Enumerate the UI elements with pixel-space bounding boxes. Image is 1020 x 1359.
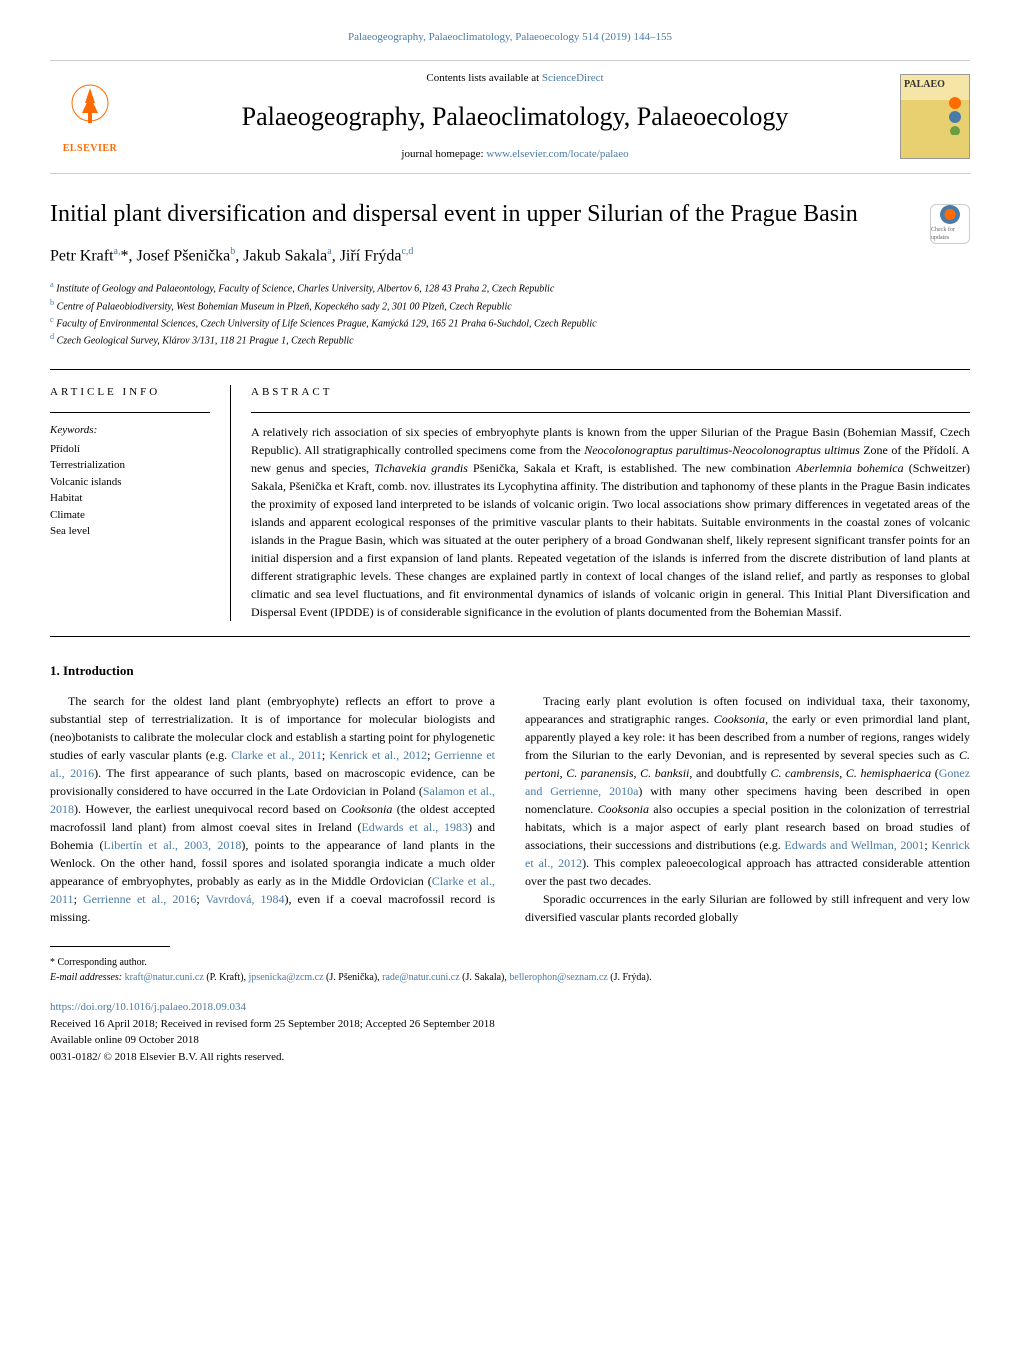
- check-updates-badge[interactable]: Check for updates: [930, 204, 970, 244]
- received-line: Received 16 April 2018; Received in revi…: [50, 1016, 970, 1033]
- palaeo-globes-icon: [945, 95, 965, 135]
- doi-link: https://doi.org/10.1016/j.palaeo.2018.09…: [50, 1000, 970, 1015]
- title-row: Initial plant diversification and disper…: [50, 199, 970, 245]
- keyword: Přídolí: [50, 441, 210, 458]
- body-section: 1. Introduction The search for the oldes…: [50, 662, 970, 926]
- elsevier-label: ELSEVIER: [63, 142, 118, 156]
- check-updates-icon: [940, 205, 960, 224]
- body-para: Tracing early plant evolution is often f…: [525, 692, 970, 890]
- footer-text: * Corresponding author. E-mail addresses…: [50, 955, 970, 985]
- header-center: Contents lists available at ScienceDirec…: [130, 71, 900, 162]
- email-link[interactable]: bellerophon@seznam.cz: [509, 972, 607, 983]
- keyword: Climate: [50, 507, 210, 524]
- homepage-prefix: journal homepage:: [401, 148, 486, 160]
- abstract-text: A relatively rich association of six spe…: [251, 423, 970, 621]
- palaeo-cover-icon: PALAEO: [900, 74, 970, 159]
- homepage-line: journal homepage: www.elsevier.com/locat…: [130, 147, 900, 162]
- affiliations: a Institute of Geology and Palaeontology…: [50, 279, 970, 348]
- body-para: Sporadic occurrences in the early Siluri…: [525, 890, 970, 926]
- abstract-heading: ABSTRACT: [251, 385, 970, 400]
- keyword: Habitat: [50, 490, 210, 507]
- email-link[interactable]: rade@natur.cuni.cz: [382, 972, 460, 983]
- email-link[interactable]: kraft@natur.cuni.cz: [125, 972, 204, 983]
- email-link[interactable]: jpsenicka@zcm.cz: [249, 972, 324, 983]
- keyword: Terrestrialization: [50, 457, 210, 474]
- body-columns: The search for the oldest land plant (em…: [50, 692, 970, 926]
- contents-line: Contents lists available at ScienceDirec…: [130, 71, 900, 86]
- check-updates-label: Check for updates: [931, 226, 969, 243]
- homepage-link[interactable]: www.elsevier.com/locate/palaeo: [486, 148, 628, 160]
- email-name: (J. Pšenička),: [324, 972, 383, 983]
- doi-anchor[interactable]: https://doi.org/10.1016/j.palaeo.2018.09…: [50, 1001, 246, 1013]
- elsevier-logo: ELSEVIER: [50, 78, 130, 156]
- journal-reference: Palaeogeography, Palaeoclimatology, Pala…: [50, 30, 970, 45]
- email-label: E-mail addresses:: [50, 972, 125, 983]
- header-bar: ELSEVIER Contents lists available at Sci…: [50, 60, 970, 173]
- email-name: (J. Sakala),: [460, 972, 510, 983]
- email-line: E-mail addresses: kraft@natur.cuni.cz (P…: [50, 970, 970, 985]
- affiliation-d: d Czech Geological Survey, Klárov 3/131,…: [50, 331, 970, 348]
- keywords-label: Keywords:: [50, 423, 210, 438]
- section-title: Introduction: [63, 663, 134, 678]
- article-info: ARTICLE INFO Keywords: Přídolí Terrestri…: [50, 385, 230, 621]
- section-heading: 1. Introduction: [50, 662, 970, 680]
- affiliation-a: a Institute of Geology and Palaeontology…: [50, 279, 970, 296]
- keyword: Volcanic islands: [50, 474, 210, 491]
- sciencedirect-link[interactable]: ScienceDirect: [542, 72, 604, 84]
- contents-prefix: Contents lists available at: [426, 72, 541, 84]
- corresponding-author: * Corresponding author.: [50, 955, 970, 970]
- elsevier-tree-icon: [60, 78, 120, 138]
- section-number: 1.: [50, 663, 60, 678]
- footer-separator: [50, 946, 170, 947]
- article-title: Initial plant diversification and disper…: [50, 199, 858, 230]
- affiliation-b: b Centre of Palaeobiodiversity, West Boh…: [50, 297, 970, 314]
- journal-ref-link[interactable]: Palaeogeography, Palaeoclimatology, Pala…: [348, 31, 672, 43]
- publication-info: Received 16 April 2018; Received in revi…: [50, 1016, 970, 1066]
- copyright-line: 0031-0182/ © 2018 Elsevier B.V. All righ…: [50, 1049, 970, 1066]
- info-abstract-row: ARTICLE INFO Keywords: Přídolí Terrestri…: [50, 369, 970, 637]
- affiliation-c: c Faculty of Environmental Sciences, Cze…: [50, 314, 970, 331]
- journal-title: Palaeogeography, Palaeoclimatology, Pala…: [130, 99, 900, 135]
- email-name: (P. Kraft),: [204, 972, 249, 983]
- article-info-heading: ARTICLE INFO: [50, 385, 210, 400]
- authors: Petr Krafta,*, Josef Pšeničkab, Jakub Sa…: [50, 245, 970, 268]
- available-line: Available online 09 October 2018: [50, 1032, 970, 1049]
- abstract-column: ABSTRACT A relatively rich association o…: [230, 385, 970, 621]
- keywords-list: Přídolí Terrestrialization Volcanic isla…: [50, 441, 210, 540]
- body-para: The search for the oldest land plant (em…: [50, 692, 495, 926]
- keyword: Sea level: [50, 523, 210, 540]
- email-name: (J. Frýda).: [608, 972, 652, 983]
- palaeo-label: PALAEO: [904, 78, 966, 92]
